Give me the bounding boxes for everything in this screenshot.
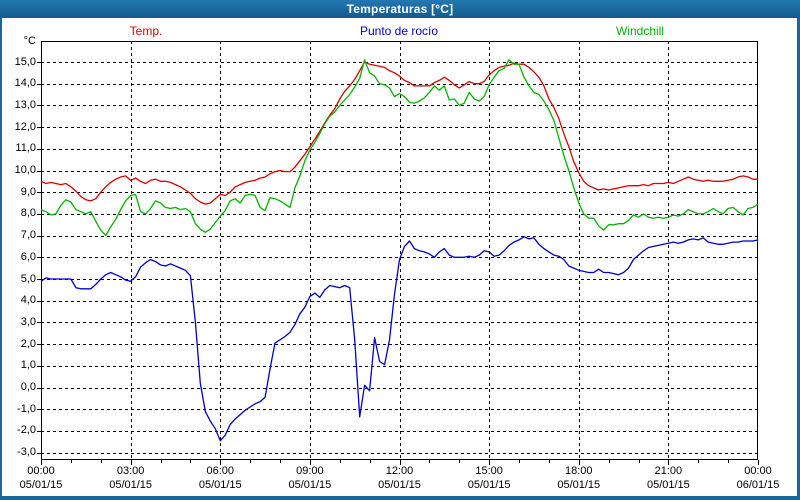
y-tick-label: 12,0 xyxy=(14,120,36,133)
legend-item-temperature: Temp. xyxy=(129,24,163,38)
y-tick-label: 14,0 xyxy=(14,77,36,90)
x-tick-date-label: 05/01/15 xyxy=(557,479,601,491)
y-tick-label: 2,0 xyxy=(20,337,36,350)
plot-frame xyxy=(41,41,758,460)
x-tick-date-label: 05/01/15 xyxy=(288,479,332,491)
dew-point-line xyxy=(40,236,759,442)
x-tick-time-label: 15:00 xyxy=(475,465,503,477)
window-border-left xyxy=(0,0,2,500)
x-tick-date-label: 05/01/15 xyxy=(378,479,421,491)
y-tick-label: 4,0 xyxy=(20,294,36,307)
y-tick-label: 7,0 xyxy=(20,229,36,242)
x-tick-date-label: 05/01/15 xyxy=(109,479,153,491)
title-bar: Temperaturas [°C] xyxy=(0,0,800,18)
x-tick-date-label: 06/01/15 xyxy=(736,479,780,491)
y-tick-label: 9,0 xyxy=(20,185,36,198)
y-tick-label: 15,0 xyxy=(14,55,36,68)
y-tick-label: 13,0 xyxy=(14,98,36,111)
x-tick-time-label: 06:00 xyxy=(206,465,235,477)
y-tick-label: -3,0 xyxy=(17,446,36,459)
legend-item-windchill: Windchill xyxy=(615,24,665,38)
y-tick-label: 10,0 xyxy=(14,164,36,176)
x-tick-time-label: 18:00 xyxy=(564,465,593,477)
y-tick-label: -1,0 xyxy=(17,402,36,415)
y-tick-label: -2,0 xyxy=(17,424,36,437)
x-tick-time-label: 00:00 xyxy=(744,465,772,477)
window-border-bottom xyxy=(0,496,800,500)
x-tick-time-label: 09:00 xyxy=(296,465,324,477)
x-tick-date-label: 05/01/15 xyxy=(198,479,242,491)
y-tick-label: 11,0 xyxy=(15,142,36,155)
x-tick-time-label: 12:00 xyxy=(385,465,414,477)
window-border-right xyxy=(797,0,800,500)
x-tick-time-label: 21:00 xyxy=(654,465,683,477)
x-tick-date-label: 05/01/15 xyxy=(19,479,63,491)
windchill-line xyxy=(40,59,759,237)
y-tick-label: 8,0 xyxy=(20,207,36,220)
y-tick-label: 5,0 xyxy=(20,272,36,285)
y-axis-unit-label: °C xyxy=(23,35,36,47)
window-title: Temperaturas [°C] xyxy=(346,2,454,16)
y-tick-label: 6,0 xyxy=(20,250,36,263)
x-tick-date-label: 05/01/15 xyxy=(646,479,690,491)
y-tick-label: 1,0 xyxy=(20,359,36,372)
x-tick-time-label: 00:00 xyxy=(27,465,55,477)
x-tick-date-label: 05/01/15 xyxy=(467,479,511,491)
temperature-line xyxy=(40,61,758,205)
y-tick-label: 0,0 xyxy=(20,381,36,393)
x-tick-time-label: 03:00 xyxy=(116,465,145,477)
legend-item-dew-point: Punto de rocío xyxy=(359,24,439,38)
y-tick-label: 3,0 xyxy=(20,315,36,328)
